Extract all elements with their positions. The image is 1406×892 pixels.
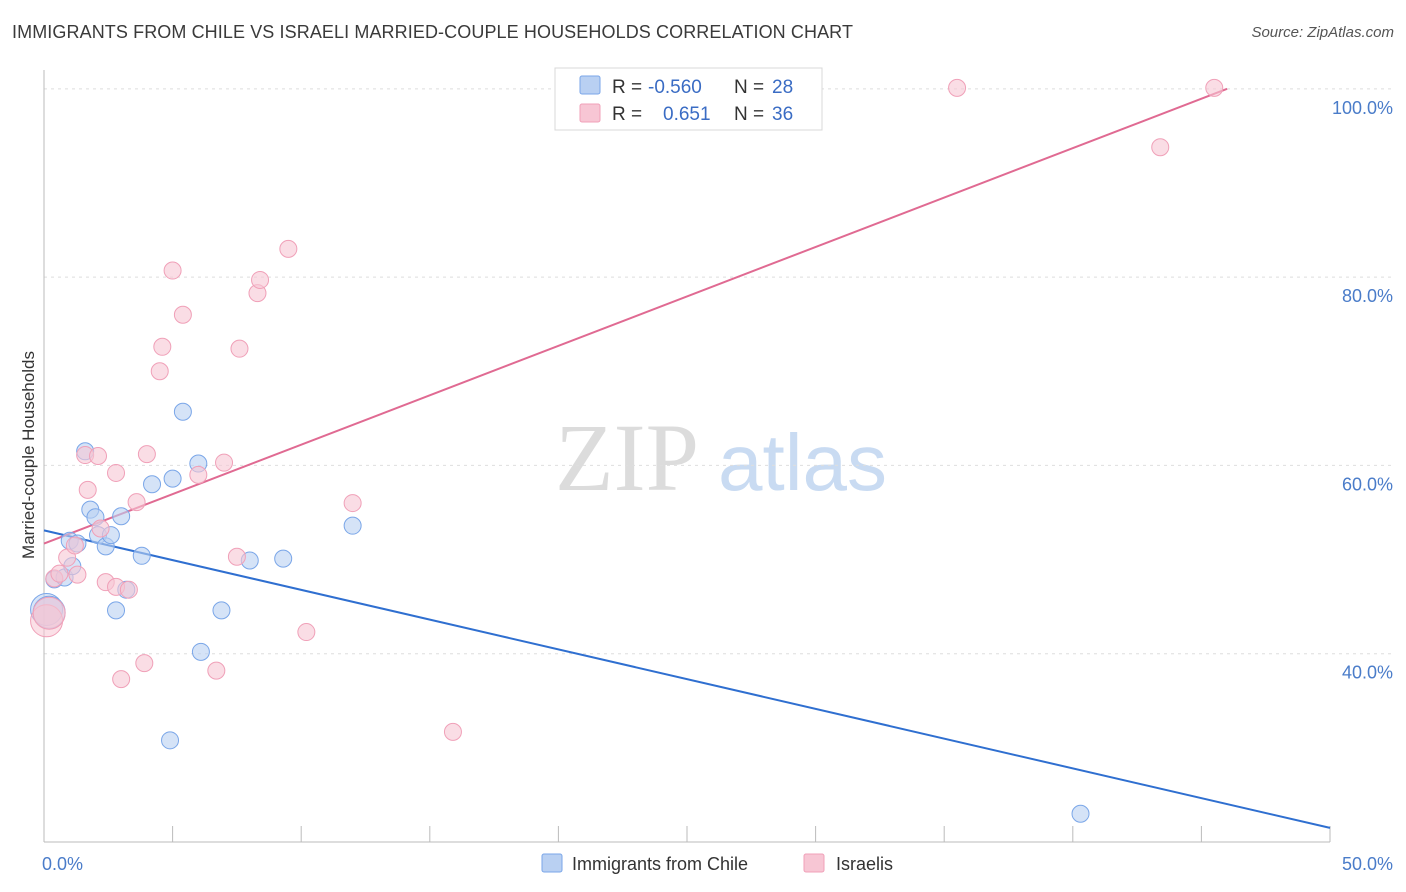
legend-r-value-chile: -0.560 xyxy=(648,77,702,98)
data-point-chile xyxy=(143,475,162,494)
data-point-israelis xyxy=(127,493,146,512)
data-point-israelis xyxy=(65,536,84,555)
data-point-israelis xyxy=(227,547,246,566)
watermark-zip: ZIP xyxy=(555,404,699,511)
legend-n-label-israelis: N = xyxy=(734,104,764,125)
legend-r-value-israelis: 0.651 xyxy=(663,104,711,125)
trend-line-israelis xyxy=(43,87,1228,545)
data-point-chile xyxy=(112,507,131,526)
data-point-israelis xyxy=(50,564,69,583)
legend-n-label-chile: N = xyxy=(734,77,764,98)
legend-swatch-chile xyxy=(579,75,601,95)
data-point-israelis xyxy=(135,654,154,673)
y-axis-label: Married-couple Households xyxy=(19,351,38,559)
data-point-chile xyxy=(1071,804,1090,823)
data-point-israelis xyxy=(150,362,169,381)
data-point-israelis xyxy=(78,480,97,499)
series-legend-label-israelis: Israelis xyxy=(836,854,893,874)
data-point-israelis xyxy=(230,339,249,358)
trend-lines xyxy=(43,87,1331,829)
gridlines xyxy=(44,88,1392,655)
series-legend-swatch-israelis xyxy=(803,853,825,873)
series-legend: Immigrants from Chile Israelis xyxy=(541,853,893,874)
data-point-israelis xyxy=(343,494,362,513)
y-tick-label: 80.0% xyxy=(1342,286,1393,306)
legend-n-value-chile: 28 xyxy=(772,77,793,98)
data-point-israelis xyxy=(91,519,110,538)
data-point-israelis xyxy=(443,722,462,741)
data-point-israelis xyxy=(163,261,182,280)
data-point-israelis xyxy=(251,270,270,289)
data-point-chile xyxy=(132,546,151,565)
data-point-israelis xyxy=(297,623,316,642)
data-point-israelis xyxy=(137,445,156,464)
data-point-israelis xyxy=(89,447,108,465)
y-tick-label: 40.0% xyxy=(1342,663,1393,683)
data-point-israelis xyxy=(153,337,172,356)
legend-r-label-chile: R = xyxy=(612,77,642,98)
series-legend-label-chile: Immigrants from Chile xyxy=(572,854,748,874)
watermark-atlas: atlas xyxy=(718,418,887,507)
y-tick-labels: 100.0% 80.0% 60.0% 40.0% xyxy=(1332,98,1393,683)
data-point-chile xyxy=(107,601,126,620)
trend-line-chile xyxy=(43,529,1331,829)
data-point-israelis xyxy=(107,463,126,482)
data-point-israelis xyxy=(189,465,208,484)
series-legend-swatch-chile xyxy=(541,853,563,873)
chart-title: IMMIGRANTS FROM CHILE VS ISRAELI MARRIED… xyxy=(12,22,854,42)
data-point-israelis xyxy=(948,78,967,97)
data-point-chile xyxy=(343,516,362,535)
source-credit: Source: ZipAtlas.com xyxy=(1251,24,1394,41)
data-point-israelis xyxy=(215,453,234,472)
data-point-israelis xyxy=(207,661,226,680)
x-tick-label: 0.0% xyxy=(42,854,83,874)
x-tick-labels: 0.0% 50.0% xyxy=(42,854,1393,874)
data-point-chile xyxy=(161,731,180,750)
y-tick-label: 60.0% xyxy=(1342,474,1393,494)
legend-swatch-israelis xyxy=(579,103,601,123)
data-point-israelis xyxy=(119,580,138,599)
data-point-israelis xyxy=(1151,138,1170,157)
data-point-chile xyxy=(274,549,293,568)
legend-r-label-israelis: R = xyxy=(612,104,642,125)
data-point-israelis xyxy=(112,670,131,689)
data-point-israelis xyxy=(1205,78,1224,97)
data-point-chile xyxy=(191,642,210,661)
axes xyxy=(43,70,1331,843)
data-point-israelis xyxy=(279,239,298,258)
legend-n-value-israelis: 36 xyxy=(772,104,793,125)
y-tick-label: 100.0% xyxy=(1332,98,1393,118)
data-point-israelis xyxy=(32,596,66,630)
data-point-israelis xyxy=(173,305,192,324)
data-point-chile xyxy=(163,469,182,488)
x-tick-label: 50.0% xyxy=(1342,854,1393,874)
data-point-chile xyxy=(173,402,192,421)
data-points xyxy=(30,78,1224,823)
stats-legend: R = -0.560 N = 28 R = 0.651 N = 36 xyxy=(554,67,823,131)
data-point-chile xyxy=(212,601,231,620)
data-point-israelis xyxy=(68,565,87,584)
